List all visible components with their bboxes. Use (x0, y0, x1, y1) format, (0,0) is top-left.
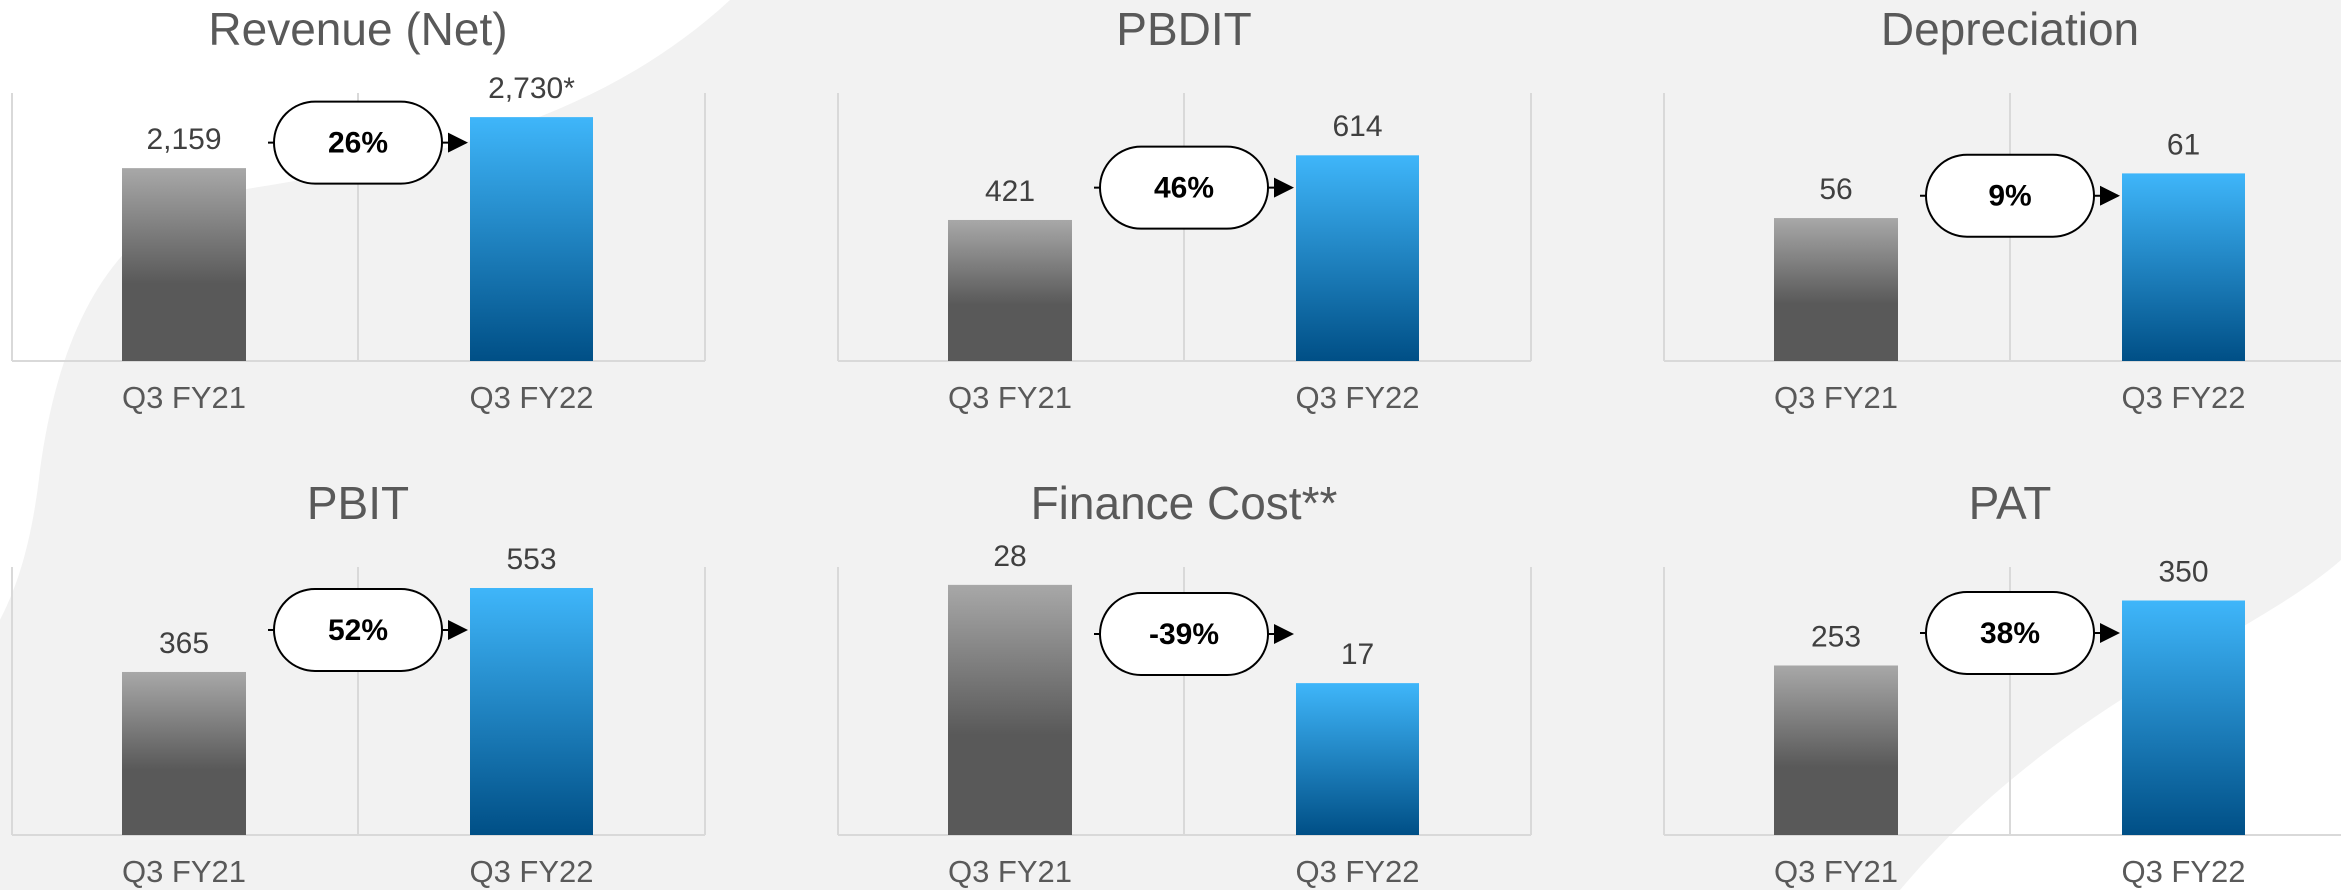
bar (2122, 600, 2245, 835)
bar (1296, 683, 1419, 835)
value-label: 2,159 (146, 123, 221, 156)
x-tick-label: Q3 FY21 (122, 854, 246, 889)
chart-title: PBIT (307, 477, 409, 529)
bar (122, 168, 246, 361)
value-label: 2,730* (488, 72, 575, 105)
bar (470, 587, 593, 835)
chart-title: Depreciation (1881, 3, 2139, 55)
bar (1296, 155, 1419, 361)
x-tick-label: Q3 FY22 (1295, 854, 1419, 889)
bar (122, 671, 246, 835)
value-label: 56 (1819, 173, 1852, 206)
x-tick-label: Q3 FY22 (2121, 380, 2245, 415)
bar (2122, 173, 2245, 361)
value-label: 61 (2167, 128, 2200, 161)
annotation-pill (1925, 590, 2095, 675)
x-tick-label: Q3 FY21 (122, 380, 246, 415)
annotation: 38% (1980, 617, 2040, 650)
value-label: 614 (1332, 110, 1382, 143)
x-tick-label: Q3 FY22 (1295, 380, 1419, 415)
annotation: 9% (1988, 180, 2031, 213)
chart-title: Revenue (Net) (208, 3, 507, 55)
x-tick-label: Q3 FY22 (2121, 854, 2245, 889)
bar (1774, 665, 1898, 835)
annotation: -39% (1149, 618, 1219, 651)
chart-title: PAT (1969, 477, 2052, 529)
annotation-pill (1099, 592, 1269, 676)
bar (948, 584, 1072, 835)
annotation: 26% (328, 127, 388, 160)
value-label: 421 (985, 175, 1035, 208)
x-tick-label: Q3 FY22 (469, 854, 593, 889)
annotation-pill (1925, 153, 2095, 238)
chart-title: Finance Cost** (1031, 477, 1338, 529)
bar (470, 117, 593, 362)
bar (948, 219, 1072, 361)
x-tick-label: Q3 FY21 (948, 854, 1072, 889)
value-label: 28 (993, 540, 1026, 573)
annotation: 46% (1154, 172, 1214, 205)
value-label: 350 (2158, 555, 2208, 588)
value-label: 365 (159, 627, 209, 660)
annotation: 52% (328, 614, 388, 647)
value-label: 17 (1341, 638, 1374, 671)
bar (1774, 218, 1898, 361)
annotation-pill (1099, 145, 1269, 230)
x-tick-label: Q3 FY22 (469, 380, 593, 415)
annotation-pill (273, 100, 443, 185)
x-tick-label: Q3 FY21 (948, 380, 1072, 415)
chart-title: PBDIT (1116, 3, 1251, 55)
x-tick-label: Q3 FY21 (1774, 380, 1898, 415)
value-label: 253 (1811, 620, 1861, 653)
background-shape (0, 0, 730, 620)
annotation-pill (273, 587, 443, 672)
value-label: 553 (506, 543, 556, 576)
x-tick-label: Q3 FY21 (1774, 854, 1898, 889)
